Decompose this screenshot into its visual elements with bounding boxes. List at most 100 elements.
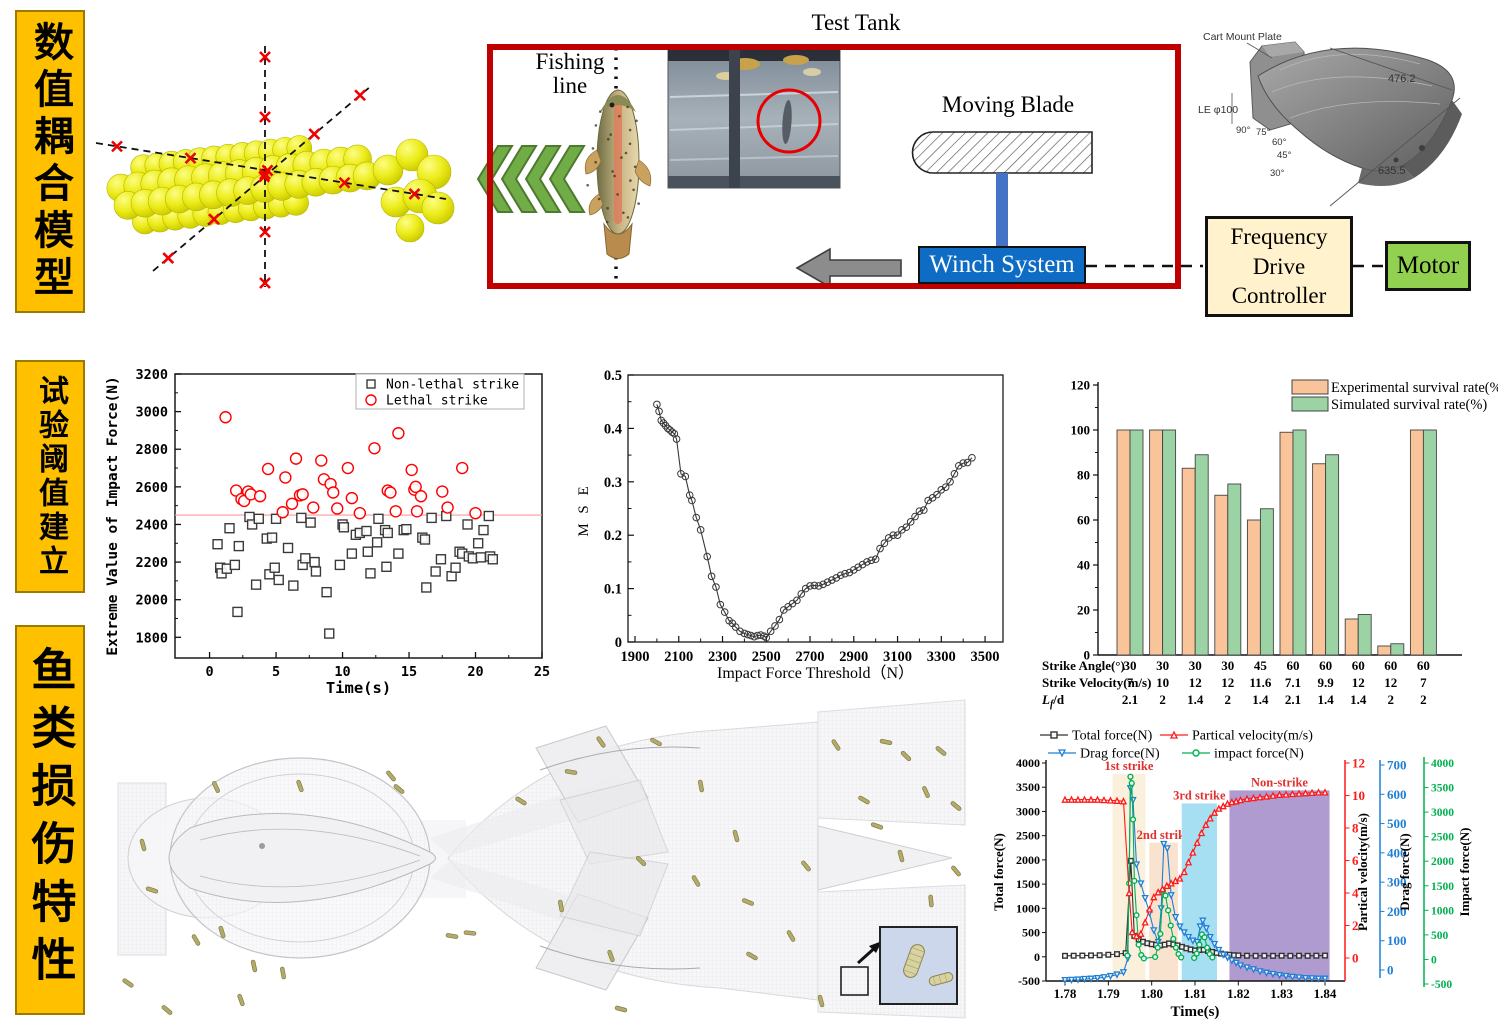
svg-text:Impact Force Threshold（N）: Impact Force Threshold（N） xyxy=(717,664,914,682)
svg-text:1.4: 1.4 xyxy=(1317,692,1334,707)
mse-threshold-chart: 1900 2100 2300 2500 2700 2900 3100 3300 3500 0 0.1… xyxy=(576,368,1004,682)
svg-text:2: 2 xyxy=(1388,692,1395,707)
svg-text:0: 0 xyxy=(615,635,622,651)
svg-text:impact force(N): impact force(N) xyxy=(1214,747,1304,762)
svg-text:60: 60 xyxy=(1287,658,1300,673)
svg-text:2: 2 xyxy=(1420,692,1427,707)
svg-text:12: 12 xyxy=(1384,675,1397,690)
svg-text:2000: 2000 xyxy=(135,593,168,609)
svg-text:1800: 1800 xyxy=(135,630,168,646)
svg-text:0.1: 0.1 xyxy=(604,582,622,598)
svg-text:Lf/d: Lf/d xyxy=(1041,692,1065,710)
cad-angle-75: 75° xyxy=(1256,127,1271,138)
svg-text:2.1: 2.1 xyxy=(1122,692,1138,707)
svg-text:30: 30 xyxy=(1124,658,1137,673)
svg-text:2200: 2200 xyxy=(135,555,168,571)
svg-text:12: 12 xyxy=(1352,675,1365,690)
svg-text:Drag force(N): Drag force(N) xyxy=(1080,747,1160,762)
svg-text:30: 30 xyxy=(1189,658,1202,673)
svg-text:300: 300 xyxy=(1387,875,1407,890)
svg-text:0: 0 xyxy=(1387,963,1394,978)
svg-text:60: 60 xyxy=(1352,658,1365,673)
svg-text:500: 500 xyxy=(1022,926,1040,940)
svg-text:-500: -500 xyxy=(1431,979,1452,991)
svg-text:1.83: 1.83 xyxy=(1270,986,1293,1001)
svg-text:7: 7 xyxy=(1127,675,1134,690)
blade-rod xyxy=(996,173,1008,247)
svg-text:0.5: 0.5 xyxy=(604,368,622,384)
svg-text:4000: 4000 xyxy=(1016,756,1040,770)
svg-text:0: 0 xyxy=(1084,648,1091,663)
sidebar-label-fish-damage-characteristics: 鱼类损伤特性 xyxy=(15,625,85,1015)
impact-force-scatter-chart: 0 5 10 15 20 25 1800 2000 2200 2400 2600 2800 3000 32… xyxy=(105,367,550,697)
svg-text:Lethal strike: Lethal strike xyxy=(386,394,488,409)
svg-text:100: 100 xyxy=(1387,933,1407,948)
svg-text:700: 700 xyxy=(1387,758,1407,773)
frequency-drive-controller-box: Frequency Drive Controller xyxy=(1205,216,1353,317)
svg-text:60: 60 xyxy=(1077,513,1090,528)
svg-text:3000: 3000 xyxy=(1431,807,1454,819)
svg-text:2100: 2100 xyxy=(664,649,693,665)
svg-text:60: 60 xyxy=(1417,658,1430,673)
svg-text:25: 25 xyxy=(534,664,550,680)
svg-text:0: 0 xyxy=(206,664,214,680)
strike-timeseries-chart: 1st strike 2nd strike 3rd strike Non-strike… xyxy=(991,729,1472,1021)
cad-label-le: LE φ100 xyxy=(1198,104,1238,116)
svg-text:2: 2 xyxy=(1159,692,1166,707)
svg-text:5: 5 xyxy=(272,664,280,680)
survival-rate-bar-chart: 0 20 40 60 80 100 120 Experimental survival rat… xyxy=(1041,378,1498,711)
svg-text:10: 10 xyxy=(334,664,350,680)
svg-text:1000: 1000 xyxy=(1431,905,1454,917)
svg-text:10: 10 xyxy=(1156,675,1169,690)
svg-text:3000: 3000 xyxy=(1016,804,1040,818)
svg-text:2: 2 xyxy=(1225,692,1232,707)
svg-text:7: 7 xyxy=(1420,675,1427,690)
svg-text:Strike Angle(°): Strike Angle(°) xyxy=(1042,658,1125,673)
cad-angle-60: 60° xyxy=(1272,137,1287,148)
debris-particles xyxy=(122,736,962,1015)
svg-text:7.1: 7.1 xyxy=(1285,675,1301,690)
svg-text:Partical velocity(m/s): Partical velocity(m/s) xyxy=(1192,729,1313,744)
svg-text:0.2: 0.2 xyxy=(604,528,622,544)
svg-text:1.80: 1.80 xyxy=(1140,986,1163,1001)
svg-text:1900: 1900 xyxy=(621,649,650,665)
svg-text:45: 45 xyxy=(1254,658,1268,673)
svg-text:Non-lethal strike: Non-lethal strike xyxy=(386,378,519,393)
svg-text:2500: 2500 xyxy=(1016,829,1040,843)
trout-fish-image xyxy=(584,89,652,259)
svg-text:Total force(N): Total force(N) xyxy=(1072,729,1153,744)
svg-text:2: 2 xyxy=(1352,918,1359,933)
svg-text:0.3: 0.3 xyxy=(604,475,622,491)
svg-text:Time(s): Time(s) xyxy=(326,679,391,697)
svg-text:2000: 2000 xyxy=(1431,856,1454,868)
svg-text:1.81: 1.81 xyxy=(1184,986,1207,1001)
svg-text:2nd strike: 2nd strike xyxy=(1137,828,1191,842)
svg-text:11.6: 11.6 xyxy=(1249,675,1272,690)
winch-system-box: Winch System xyxy=(918,246,1086,284)
svg-text:1.4: 1.4 xyxy=(1252,692,1269,707)
svg-text:Total force(N): Total force(N) xyxy=(991,833,1006,911)
svg-text:40: 40 xyxy=(1077,558,1090,573)
svg-text:Time(s): Time(s) xyxy=(1171,1004,1220,1020)
svg-text:Drag force(N): Drag force(N) xyxy=(1397,833,1412,910)
svg-text:0: 0 xyxy=(1431,954,1437,966)
svg-text:1.4: 1.4 xyxy=(1350,692,1367,707)
svg-text:600: 600 xyxy=(1387,787,1407,802)
cad-dim-635: 635.5 xyxy=(1378,165,1406,177)
sidebar-label-numerical-coupling-model: 数值耦合模型 xyxy=(15,10,85,313)
svg-text:500: 500 xyxy=(1387,816,1407,831)
svg-text:2800: 2800 xyxy=(135,442,168,458)
svg-text:1.84: 1.84 xyxy=(1314,986,1337,1001)
svg-text:0: 0 xyxy=(1352,951,1359,966)
svg-text:15: 15 xyxy=(401,664,417,680)
svg-text:2000: 2000 xyxy=(1016,853,1040,867)
svg-text:2500: 2500 xyxy=(1431,832,1454,844)
chevron-arrows-left xyxy=(476,145,586,213)
svg-text:12: 12 xyxy=(1221,675,1234,690)
svg-text:9.9: 9.9 xyxy=(1317,675,1334,690)
svg-text:Partical velocity(m/s): Partical velocity(m/s) xyxy=(1355,813,1370,931)
svg-text:4000: 4000 xyxy=(1431,758,1454,770)
cad-angle-90: 90° xyxy=(1236,125,1251,136)
